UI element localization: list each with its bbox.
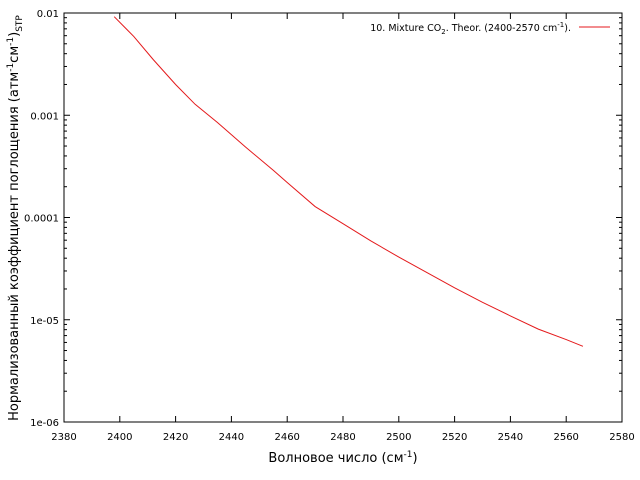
y-tick-label: 0.01 bbox=[37, 9, 59, 20]
x-tick-label: 2440 bbox=[219, 432, 244, 443]
x-tick-label: 2560 bbox=[553, 432, 578, 443]
x-axis: 2380 2400 2420 2440 2460 2480 2500 2520 2540 2560… bbox=[51, 13, 635, 443]
x-tick-label: 2420 bbox=[163, 432, 188, 443]
plot-area bbox=[63, 12, 623, 423]
y-axis-title: Нормализованный коэффициент поглощения (… bbox=[6, 15, 25, 421]
y-tick-label: 1e-05 bbox=[30, 316, 59, 327]
x-tick-label: 2460 bbox=[274, 432, 299, 443]
x-tick-label: 2520 bbox=[442, 432, 467, 443]
x-tick-label: 2540 bbox=[498, 432, 523, 443]
x-tick-label: 2400 bbox=[107, 432, 132, 443]
legend: 10. Mixture CO2. Theor. (2400-2570 cm-1)… bbox=[370, 21, 610, 36]
y-tick-label: 1e-06 bbox=[30, 418, 59, 429]
x-tick-label: 2580 bbox=[609, 432, 634, 443]
series-line bbox=[113, 16, 584, 347]
y-tick-label: 0.0001 bbox=[24, 214, 59, 225]
y-tick-label: 0.001 bbox=[30, 111, 59, 122]
y-axis: 1e-06 1e-05 0.0001 0.001 0.01 bbox=[24, 9, 622, 429]
x-tick-label: 2500 bbox=[386, 432, 411, 443]
x-axis-title: Волновое число (см-1) bbox=[268, 450, 417, 466]
legend-label: 10. Mixture CO2. Theor. (2400-2570 cm-1)… bbox=[370, 21, 571, 36]
x-tick-label: 2380 bbox=[51, 432, 76, 443]
x-tick-label: 2480 bbox=[330, 432, 355, 443]
